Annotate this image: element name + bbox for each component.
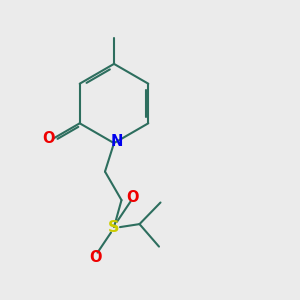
Text: O: O: [89, 250, 101, 265]
Text: O: O: [127, 190, 139, 205]
Text: N: N: [110, 134, 123, 149]
Text: S: S: [108, 220, 120, 235]
Text: O: O: [42, 131, 55, 146]
